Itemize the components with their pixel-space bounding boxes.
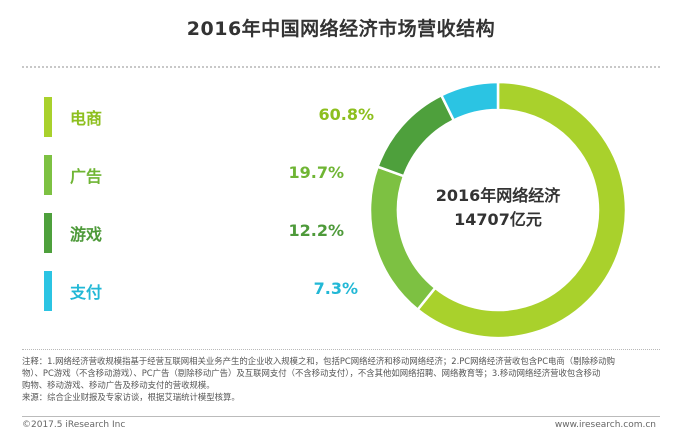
slice-payment: [439, 80, 500, 123]
footer-divider: [22, 416, 660, 417]
legend-swatch: [44, 271, 52, 311]
legend-value: 60.8%: [318, 105, 374, 124]
legend-item-games: 游戏 12.2%: [44, 213, 374, 253]
legend-swatch: [44, 213, 52, 253]
legend-item-advertising: 广告 19.7%: [44, 155, 374, 195]
notes-divider: [22, 349, 660, 350]
slice-games: [375, 93, 456, 178]
legend-label: 广告: [70, 167, 103, 186]
legend-swatch: [44, 155, 52, 195]
chart-title: 2016年中国网络经济市场营收结构: [186, 18, 496, 40]
legend-value: 19.7%: [288, 163, 344, 182]
note-line: 物）、PC游戏（不含移动游戏）、PC广告（剔除移动广告）及互联网支付（不含移动支…: [22, 368, 601, 378]
legend-item-payment: 支付 7.3%: [44, 271, 374, 311]
donut-center-total: 14707亿元: [454, 210, 542, 229]
legend-value: 12.2%: [288, 221, 344, 240]
donut-center-title: 2016年网络经济: [435, 186, 561, 205]
copyright: ©2017.5 iResearch Inc: [22, 420, 126, 430]
legend-value: 7.3%: [313, 279, 358, 298]
legend-label: 支付: [70, 283, 103, 302]
legend-item-ecommerce: 电商 60.8%: [44, 97, 374, 137]
title-divider: [22, 66, 660, 68]
slice-ecommerce: [415, 80, 628, 340]
legend-label: 游戏: [70, 225, 103, 244]
legend-swatch: [44, 97, 52, 137]
note-line: 注释：1.网络经济营收规模指基于经营互联网相关业务产生的企业收入规模之和，包括P…: [22, 356, 616, 366]
legend-label: 电商: [70, 109, 103, 128]
source-line: 来源：综合企业财报及专家访谈，根据艾瑞统计模型核算。: [22, 392, 240, 402]
note-line: 购物、移动游戏、移动广告及移动支付的营收规模。: [22, 380, 215, 390]
website: www.iresearch.com.cn: [554, 420, 656, 430]
